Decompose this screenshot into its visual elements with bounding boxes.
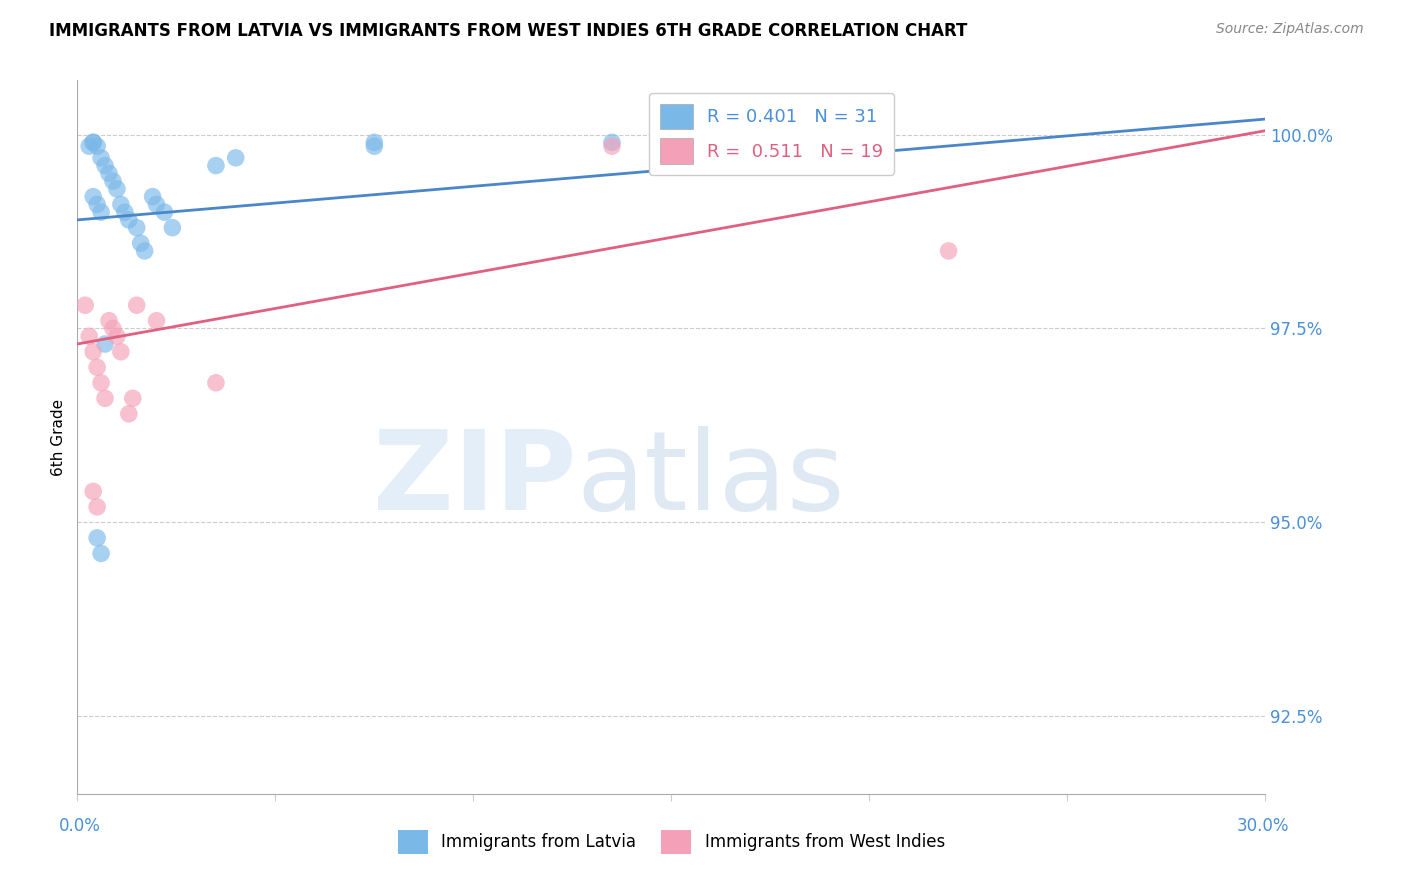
- Text: 30.0%: 30.0%: [1236, 817, 1289, 835]
- Point: [101, 321, 124, 335]
- Point: [153, 205, 176, 219]
- Point: [938, 244, 960, 258]
- Point: [77, 139, 100, 153]
- Y-axis label: 6th Grade: 6th Grade: [51, 399, 66, 475]
- Point: [105, 329, 128, 343]
- Point: [118, 213, 141, 227]
- Point: [110, 197, 132, 211]
- Point: [118, 407, 141, 421]
- Point: [105, 182, 128, 196]
- Point: [94, 337, 117, 351]
- Point: [142, 189, 165, 203]
- Text: ZIP: ZIP: [373, 426, 576, 533]
- Point: [363, 139, 385, 153]
- Point: [94, 159, 117, 173]
- Point: [90, 151, 112, 165]
- Point: [363, 136, 385, 150]
- Legend: Immigrants from Latvia, Immigrants from West Indies: Immigrants from Latvia, Immigrants from …: [391, 823, 952, 861]
- Point: [82, 189, 104, 203]
- Point: [121, 392, 143, 406]
- Point: [205, 159, 228, 173]
- Point: [82, 484, 104, 499]
- Point: [98, 314, 121, 328]
- Point: [86, 360, 108, 375]
- Point: [90, 546, 112, 560]
- Point: [600, 136, 623, 150]
- Point: [114, 205, 136, 219]
- Point: [90, 205, 112, 219]
- Text: atlas: atlas: [576, 426, 845, 533]
- Point: [77, 329, 100, 343]
- Text: 0.0%: 0.0%: [59, 817, 101, 835]
- Point: [162, 220, 184, 235]
- Point: [82, 136, 104, 150]
- Point: [82, 344, 104, 359]
- Point: [134, 244, 156, 258]
- Point: [98, 166, 121, 180]
- Point: [225, 151, 247, 165]
- Point: [94, 392, 117, 406]
- Point: [86, 531, 108, 545]
- Point: [82, 136, 104, 150]
- Point: [205, 376, 228, 390]
- Point: [779, 136, 801, 150]
- Point: [145, 197, 167, 211]
- Point: [75, 298, 97, 312]
- Point: [86, 500, 108, 514]
- Point: [86, 139, 108, 153]
- Point: [86, 197, 108, 211]
- Text: IMMIGRANTS FROM LATVIA VS IMMIGRANTS FROM WEST INDIES 6TH GRADE CORRELATION CHAR: IMMIGRANTS FROM LATVIA VS IMMIGRANTS FRO…: [49, 22, 967, 40]
- Text: Source: ZipAtlas.com: Source: ZipAtlas.com: [1216, 22, 1364, 37]
- Point: [129, 236, 152, 251]
- Point: [125, 298, 148, 312]
- Point: [145, 314, 167, 328]
- Point: [90, 376, 112, 390]
- Point: [101, 174, 124, 188]
- Point: [110, 344, 132, 359]
- Point: [125, 220, 148, 235]
- Point: [600, 139, 623, 153]
